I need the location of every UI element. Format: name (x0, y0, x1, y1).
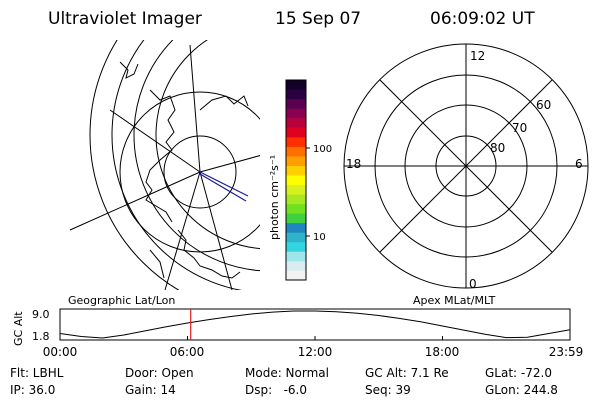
y-tick-label: 1.8 (32, 330, 50, 343)
header-date: 15 Sep 07 (275, 9, 361, 29)
mlt-axis (379, 79, 553, 253)
colorbar-cell (286, 89, 306, 100)
status-glon: GLon: 244.8 (485, 383, 558, 397)
colorbar-tick-label: 100 (313, 144, 332, 155)
mlt-label-bottom: 0 (469, 277, 477, 291)
x-tick-label: 23:59 (549, 345, 584, 359)
status-dsp: Dsp: -6.0 (245, 383, 307, 397)
status-gain: Gain: 14 (125, 383, 176, 397)
colorbar-cell (286, 80, 306, 90)
instrument-title: Ultraviolet Imager (48, 9, 202, 29)
altitude-line (59, 310, 571, 339)
colorbar-frame (285, 79, 307, 281)
colorbar-cell (286, 127, 306, 138)
status-ip: IP: 36.0 (10, 383, 55, 397)
status-glat: GLat: -72.0 (485, 366, 552, 380)
map-meridian (189, 44, 201, 173)
y-axis-label: GC Alt (12, 311, 25, 346)
status-footer: Flt: LBHL Door: Open Mode: Normal GC Alt… (10, 366, 558, 397)
header-time: 06:09:02 UT (430, 9, 535, 29)
colorbar-cell (286, 146, 306, 157)
status-mode: Mode: Normal (245, 366, 329, 380)
geographic-map-panel (69, 40, 260, 290)
map-lat-circle (89, 40, 180, 290)
map-meridian (69, 171, 201, 231)
y-tick-label: 9.0 (32, 308, 50, 321)
mlt-label-top: 12 (470, 49, 485, 63)
track-line (199, 173, 247, 202)
mlt-polar-panel (343, 43, 589, 289)
x-tick-label: 12:00 (298, 345, 333, 359)
colorbar-cell (286, 203, 306, 214)
mlt-label-left: 18 (346, 157, 361, 171)
colorbar-cell (286, 222, 306, 233)
colorbar-cell (286, 194, 306, 205)
map-meridian (199, 155, 260, 173)
apex-label: Apex MLat/MLT (413, 294, 496, 307)
coastline (119, 61, 249, 279)
status-flt: Flt: LBHL (10, 366, 64, 380)
map-lat-circle (111, 40, 243, 290)
mlat-label: 60 (536, 98, 551, 112)
map-lat-circle (163, 135, 237, 209)
colorbar-cell (286, 251, 306, 262)
map-meridian (199, 171, 233, 290)
status-door: Door: Open (125, 366, 194, 380)
map-meridian (109, 109, 201, 173)
map-lat-circle (155, 40, 260, 250)
colorbar-cell (286, 118, 306, 128)
colorbar-cell (286, 99, 306, 109)
mlt-label-right: 6 (575, 157, 583, 171)
x-tick-label: 06:00 (170, 345, 205, 359)
map-meridian (164, 171, 201, 290)
colorbar-cell (286, 213, 306, 224)
colorbar-cell (286, 260, 306, 271)
colorbar-cell (286, 184, 306, 195)
colorbar-cell (286, 270, 306, 281)
x-tick-label: 18:00 (425, 345, 460, 359)
colorbar-cell (286, 137, 306, 147)
colorbar-cell (286, 232, 306, 243)
colorbar-label: photon cm⁻²s⁻¹ (268, 155, 281, 240)
colorbar-tick-label: 10 (313, 232, 326, 243)
mlat-label: 80 (490, 141, 505, 155)
track-line (199, 171, 249, 197)
geographic-label: Geographic Lat/Lon (68, 294, 175, 307)
status-gc-alt: GC Alt: 7.1 Re (365, 366, 449, 380)
altitude-chart: GC Alt 9.0 1.8 00:00 06:00 12:00 18:00 2… (12, 308, 583, 359)
colorbar-cell (286, 175, 306, 186)
colorbar-cell (286, 165, 306, 176)
x-tick-label: 00:00 (43, 345, 78, 359)
colorbar-cell (286, 156, 306, 167)
colorbar-cell (286, 108, 306, 119)
map-lat-circle (133, 40, 260, 272)
colorbar: 100 10 photon cm⁻²s⁻¹ (268, 79, 332, 281)
status-seq: Seq: 39 (365, 383, 411, 397)
colorbar-cell (286, 241, 306, 252)
mlat-label: 70 (512, 121, 527, 135)
